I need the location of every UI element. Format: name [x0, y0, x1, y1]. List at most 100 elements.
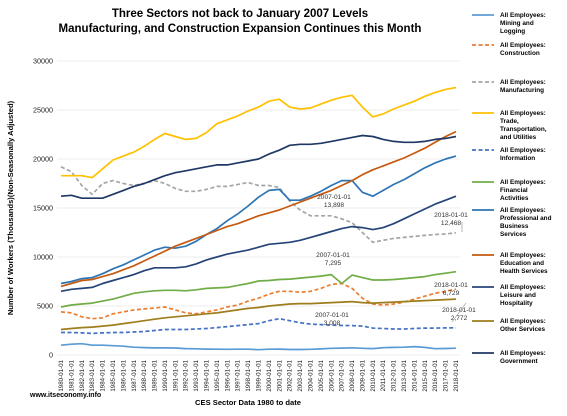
x-tick-label: 1995-01-01	[214, 359, 221, 391]
x-tick-label: 1985-01-01	[110, 359, 117, 391]
annotation-date: 2018-01-01	[434, 282, 468, 289]
legend-label: Construction	[500, 50, 540, 57]
legend-label: All Employees:	[500, 79, 546, 86]
y-tick-label: 25000	[33, 106, 53, 115]
legend-label: Government	[500, 358, 539, 365]
legend-label: All Employees:	[500, 252, 546, 259]
legend-label: All Employees:	[500, 12, 546, 19]
series-line	[60, 298, 457, 331]
x-tick-label: 1987-01-01	[131, 359, 138, 391]
series-line	[60, 342, 457, 351]
annotation-date: 2007-01-01	[317, 194, 351, 201]
legend-label: Business	[500, 223, 529, 230]
legend-label: All Employees:	[500, 207, 546, 214]
legend-label: All Employees:	[500, 284, 546, 291]
y-tick-label: 30000	[33, 57, 53, 66]
legend-label: Professional and	[500, 215, 552, 222]
source-credit: www.itseconomy.info	[29, 392, 101, 399]
x-tick-label: 2012-01-01	[391, 359, 398, 391]
legend-label: Health Services	[500, 268, 548, 275]
x-tick-label: 1991-01-01	[172, 359, 179, 391]
legend-label: Education and	[500, 260, 544, 267]
annotation-value: 6,729	[443, 290, 460, 297]
series-line	[60, 130, 457, 288]
legend-label: All Employees:	[500, 318, 546, 325]
x-tick-label: 2009-01-01	[359, 359, 366, 391]
chart-title-line-1: Three Sectors not back to January 2007 L…	[112, 8, 368, 20]
legend-label: Services	[500, 231, 527, 238]
x-tick-label: 2011-01-01	[380, 359, 387, 391]
series-lines	[60, 86, 457, 351]
x-tick-label: 2005-01-01	[318, 359, 325, 391]
legend-label: and Utilities	[500, 134, 537, 141]
x-tick-label: 2017-01-01	[443, 359, 450, 391]
x-tick-label: 2003-01-01	[297, 359, 304, 391]
legend-label: Manufacturing	[500, 87, 544, 94]
x-tick-label: 1980-01-01	[58, 359, 65, 391]
x-tick-label: 2016-01-01	[432, 359, 439, 391]
legend-label: All Employees:	[500, 179, 546, 186]
y-tick-label: 20000	[33, 155, 53, 164]
series-line	[60, 155, 457, 285]
annotation-date: 2018-01-01	[442, 307, 476, 314]
x-axis-ticks: 1980-01-01 1981-01-01 1982-01-01 1983-01-01…	[58, 359, 460, 391]
x-tick-label: 1998-01-01	[245, 359, 252, 391]
chart-title-line-2: Manufacturing, and Construction Expansio…	[59, 23, 422, 35]
x-tick-label: 1982-01-01	[79, 359, 86, 391]
x-tick-label: 1992-01-01	[183, 359, 190, 391]
x-tick-label: 1988-01-01	[141, 359, 148, 391]
gridlines	[57, 60, 460, 356]
series-line	[60, 270, 457, 308]
x-tick-label: 1993-01-01	[193, 359, 200, 391]
annotation-value: 3,008	[324, 320, 341, 327]
x-tick-label: 2000-01-01	[266, 359, 273, 391]
x-axis-label: CES Sector Data 1980 to date	[195, 398, 301, 407]
annotation-value: 7,295	[325, 260, 342, 267]
x-tick-label: 1989-01-01	[152, 359, 159, 391]
annotation-value: 12,468	[441, 220, 462, 227]
series-line	[61, 317, 457, 335]
legend-label: Transportation,	[500, 126, 547, 133]
legend-label: Activities	[500, 195, 529, 202]
legend-label: Financial	[500, 187, 528, 194]
x-tick-label: 1999-01-01	[256, 359, 263, 391]
x-tick-label: 1996-01-01	[224, 359, 231, 391]
x-tick-label: 2004-01-01	[307, 359, 314, 391]
legend-label: All Employees:	[500, 350, 546, 357]
legend-label: Mining and	[500, 20, 534, 27]
x-tick-label: 1983-01-01	[89, 359, 96, 391]
annotation-date: 2007-01-01	[316, 252, 350, 259]
x-tick-label: 2007-01-01	[339, 359, 346, 391]
legend-label: Logging	[500, 28, 525, 35]
legend-label: Other Services	[500, 326, 546, 333]
annotation-date: 2018-01-01	[434, 212, 468, 219]
x-tick-label: 2006-01-01	[328, 359, 335, 391]
x-tick-label: 1994-01-01	[204, 359, 211, 391]
series-line	[60, 195, 457, 293]
legend-label: Leisure and	[500, 292, 536, 299]
x-tick-label: 1986-01-01	[120, 359, 127, 391]
series-line	[60, 134, 457, 200]
y-axis-label: Number of Workers (Thousands)(Non-Season…	[6, 100, 15, 315]
x-tick-label: 1981-01-01	[68, 359, 75, 391]
x-tick-label: 2002-01-01	[287, 359, 294, 391]
annotations: 2007-01-0113,8982018-01-0112,4682007-01-…	[315, 194, 476, 327]
legend-label: All Employees:	[500, 110, 546, 117]
y-tick-label: 0	[49, 351, 53, 360]
x-tick-label: 1990-01-01	[162, 359, 169, 391]
annotation-leader	[451, 302, 467, 323]
series-line	[60, 282, 457, 320]
y-axis-ticks: 0 5000 10000 15000 20000 25000 30000	[33, 57, 53, 360]
x-tick-label: 2018-01-01	[453, 359, 460, 391]
annotation-value: 2,772	[451, 315, 468, 322]
legend-label: Trade,	[500, 118, 519, 125]
y-tick-label: 10000	[33, 253, 53, 262]
x-tick-label: 2014-01-01	[411, 359, 418, 391]
x-tick-label: 1984-01-01	[100, 359, 107, 391]
y-tick-label: 15000	[33, 204, 53, 213]
annotation-value: 13,898	[324, 202, 345, 209]
series-line	[61, 86, 457, 179]
x-tick-label: 2015-01-01	[422, 359, 429, 391]
